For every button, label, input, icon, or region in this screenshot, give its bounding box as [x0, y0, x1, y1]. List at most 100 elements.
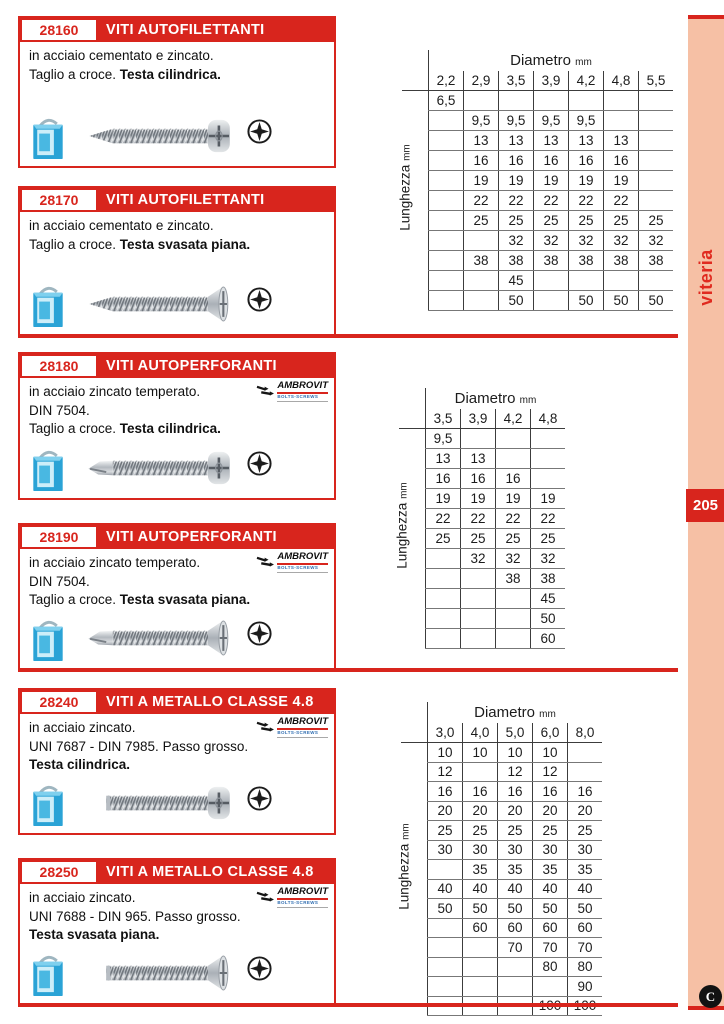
package-icon [30, 951, 66, 998]
empty-cell [568, 270, 604, 291]
diameter-header: 2,2 [428, 71, 464, 91]
description-line: UNI 7688 - DIN 965. Passo grosso. [29, 908, 241, 924]
ambrovit-name: AMBROVIT [277, 551, 328, 562]
screw-photo [75, 283, 257, 325]
product-header: 28250 VITI A METALLO CLASSE 4.8 [20, 860, 334, 884]
section-label: viteria [688, 220, 724, 335]
diameter-header: 4,8 [530, 409, 565, 429]
table-row: 90 [401, 976, 602, 997]
length-value: 16 [533, 150, 569, 171]
empty-cell [498, 90, 534, 111]
product-header: 28170 VITI AUTOFILETTANTI [20, 188, 334, 212]
length-value: 22 [495, 508, 531, 529]
length-value: 20 [497, 801, 533, 821]
length-value: 30 [462, 840, 498, 860]
empty-cell [533, 90, 569, 111]
length-value: 12 [497, 762, 533, 782]
empty-cell [460, 568, 496, 589]
product-title: VITI AUTOPERFORANTI [106, 358, 277, 374]
length-value: 40 [497, 879, 533, 899]
empty-cell [463, 290, 499, 311]
length-value: 16 [568, 150, 604, 171]
description-line: in acciaio cementato e zincato. [29, 218, 214, 233]
length-value: 16 [498, 150, 534, 171]
package-icon [30, 781, 66, 828]
ambrovit-red-line [277, 727, 328, 730]
length-value: 9,5 [463, 110, 499, 131]
empty-cell [462, 976, 498, 997]
length-value: 70 [497, 937, 533, 958]
empty-cell [428, 110, 464, 131]
ambrovit-name: AMBROVIT [277, 380, 328, 391]
length-value: 20 [532, 801, 568, 821]
sidebar-top-line [688, 15, 724, 19]
length-value: 16 [497, 781, 533, 802]
table-row: 22 22 22 22 22 [402, 190, 673, 211]
ambrovit-name: AMBROVIT [277, 886, 328, 897]
length-value: 50 [532, 898, 568, 919]
product-code: 28160 [22, 20, 96, 40]
product-code: 28170 [22, 190, 96, 210]
page-number-badge: 205 [686, 489, 724, 522]
length-value: 19 [530, 488, 565, 509]
length-value: 32 [533, 230, 569, 251]
description-line: UNI 7687 - DIN 7985. Passo grosso. [29, 738, 249, 754]
product-title: VITI AUTOFILETTANTI [106, 22, 265, 38]
screw-photo [75, 447, 257, 489]
empty-cell [533, 290, 569, 311]
length-value: 16 [532, 781, 568, 802]
length-value: 25 [567, 820, 602, 841]
length-value: 19 [495, 488, 531, 509]
table-row: 25 25 25 25 [399, 528, 565, 549]
diameter-header: 3,5 [425, 409, 461, 429]
empty-cell [603, 90, 639, 111]
length-value: 70 [532, 937, 568, 958]
separator-line [18, 1003, 678, 1007]
description-line: in acciaio zincato. [29, 890, 136, 905]
length-value: 32 [603, 230, 639, 251]
size-table: Lunghezza mm Diametro mm 2,2 2,9 3,5 3,9 4,2 4,… [397, 50, 673, 311]
length-value: 38 [638, 250, 673, 271]
diameter-header: 6,0 [532, 723, 568, 743]
length-value: 22 [530, 508, 565, 529]
product-code: 28180 [22, 356, 96, 376]
length-value: 40 [427, 879, 463, 899]
screw-photo [75, 952, 257, 994]
table-row: 13 13 [399, 448, 565, 469]
diameter-header: 2,9 [463, 71, 499, 91]
table-row: 80 80 [401, 957, 602, 977]
product-description: in acciaio zincato temperato. DIN 7504. Ta… [20, 378, 334, 439]
length-value: 32 [460, 548, 496, 569]
length-value: 25 [497, 820, 533, 841]
phillips-cross-icon [246, 118, 273, 145]
empty-cell [427, 976, 463, 997]
empty-cell [567, 742, 602, 763]
table-row: 50 50 50 50 [402, 290, 673, 311]
length-value: 9,5 [425, 428, 461, 449]
length-value: 25 [498, 210, 534, 231]
ambrovit-gray-line [277, 572, 328, 573]
description-line: in acciaio cementato e zincato. [29, 48, 214, 63]
length-value: 19 [425, 488, 461, 509]
length-value: 25 [427, 820, 463, 841]
length-value: 25 [460, 528, 496, 549]
diameter-header: 3,9 [460, 409, 496, 429]
length-value: 16 [463, 150, 499, 171]
empty-cell [428, 130, 464, 151]
screw-photo [75, 782, 257, 824]
ambrovit-tagline: BOLTS-SCREWS [277, 564, 319, 570]
empty-cell [427, 859, 463, 880]
table-row: 20 20 20 20 20 [401, 801, 602, 821]
length-value: 25 [495, 528, 531, 549]
empty-cell [495, 588, 531, 609]
length-value: 16 [567, 781, 602, 802]
empty-cell [638, 170, 673, 191]
description-line: Taglio a croce. Testa svasata piana. [29, 236, 251, 252]
length-value: 38 [463, 250, 499, 271]
empty-cell [460, 608, 496, 629]
length-value: 40 [462, 879, 498, 899]
table-row: 40 40 40 40 40 [401, 879, 602, 899]
description-line: Testa cilindrica. [29, 757, 131, 773]
empty-cell [428, 150, 464, 171]
